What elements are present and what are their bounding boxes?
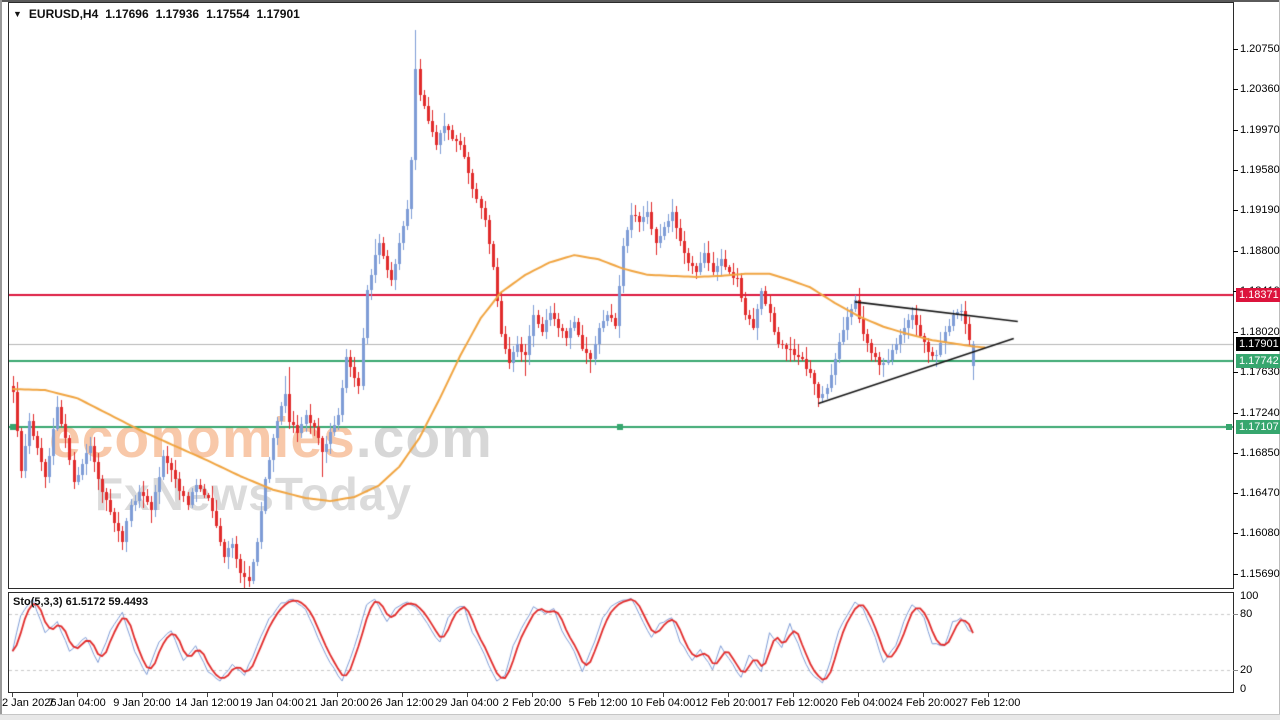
price-tick bbox=[1233, 210, 1238, 211]
price-tick bbox=[1233, 170, 1238, 171]
stochastic-panel: Sto(5,3,3) 61.5172 59.4493 bbox=[8, 592, 1234, 693]
time-axis-label: 19 Jan 04:00 bbox=[240, 697, 304, 709]
indicator-label: Sto(5,3,3) 61.5172 59.4493 bbox=[13, 596, 149, 608]
price-tick bbox=[1233, 493, 1238, 494]
time-axis-label: 2 Jan 2026 bbox=[2, 697, 57, 709]
price-level-label: 1.17901 bbox=[1236, 337, 1280, 351]
price-tick-label: 1.20750 bbox=[1240, 43, 1280, 55]
indicator-value-d: 59.4493 bbox=[108, 596, 149, 608]
price-tick-label: 1.16850 bbox=[1240, 447, 1280, 459]
price-tick bbox=[1233, 251, 1238, 252]
sto-scale-label: 80 bbox=[1240, 608, 1253, 620]
time-axis-label: 12 Feb 20:00 bbox=[695, 697, 761, 709]
time-axis-label: 2 Feb 20:00 bbox=[502, 697, 562, 709]
price-tick-label: 1.17240 bbox=[1240, 407, 1280, 419]
price-level-label: 1.18371 bbox=[1236, 288, 1280, 302]
price-tick-label: 1.16080 bbox=[1240, 527, 1280, 539]
price-tick bbox=[1233, 49, 1238, 50]
indicator-value-k: 61.5172 bbox=[65, 596, 106, 608]
price-tick-label: 1.18800 bbox=[1240, 245, 1280, 257]
time-tick bbox=[77, 693, 78, 697]
sto-scale-label: 100 bbox=[1240, 590, 1259, 602]
time-tick bbox=[728, 693, 729, 697]
price-tick-label: 1.18020 bbox=[1240, 326, 1280, 338]
stochastic-canvas[interactable] bbox=[9, 593, 1233, 692]
window-border-top bbox=[0, 0, 1280, 2]
time-axis-label: 17 Feb 12:00 bbox=[760, 697, 826, 709]
chart-title: ▼ EURUSD,H4 1.17696 1.17936 1.17554 1.17901 bbox=[13, 7, 300, 21]
sto-tick bbox=[1233, 670, 1238, 671]
price-tick-label: 1.19580 bbox=[1240, 164, 1280, 176]
time-tick bbox=[923, 693, 924, 697]
time-axis-label: 27 Feb 12:00 bbox=[955, 697, 1021, 709]
price-tick-label: 1.15690 bbox=[1240, 568, 1280, 580]
main-chart-panel: economies.com FxNewsToday ▼EURUSD,H41.17… bbox=[8, 2, 1234, 589]
time-axis-label: 20 Feb 04:00 bbox=[825, 697, 891, 709]
time-tick bbox=[402, 693, 403, 697]
symbol-dropdown-icon[interactable]: ▼ bbox=[13, 9, 22, 19]
price-tick bbox=[1233, 291, 1238, 292]
price-tick bbox=[1233, 574, 1238, 575]
time-tick bbox=[988, 693, 989, 697]
window-bottom-strip bbox=[0, 714, 1280, 720]
price-tick-label: 1.17630 bbox=[1240, 366, 1280, 378]
time-tick bbox=[663, 693, 664, 697]
price-tick bbox=[1233, 372, 1238, 373]
hline-handle bbox=[1226, 424, 1232, 430]
candlestick-chart-canvas[interactable] bbox=[9, 3, 1233, 588]
price-tick bbox=[1233, 533, 1238, 534]
ohlc-low: 1.17554 bbox=[206, 7, 250, 21]
time-tick bbox=[337, 693, 338, 697]
time-tick bbox=[12, 693, 13, 697]
price-tick bbox=[1233, 453, 1238, 454]
time-axis-label: 10 Feb 04:00 bbox=[630, 697, 696, 709]
time-axis-label: 29 Jan 04:00 bbox=[435, 697, 499, 709]
time-tick bbox=[142, 693, 143, 697]
sto-tick bbox=[1233, 614, 1238, 615]
time-axis-label: 5 Feb 12:00 bbox=[568, 697, 628, 709]
time-tick bbox=[793, 693, 794, 697]
price-tick bbox=[1233, 89, 1238, 90]
time-axis-label: 9 Jan 20:00 bbox=[113, 697, 171, 709]
time-tick bbox=[532, 693, 533, 697]
window-border-left bbox=[0, 0, 2, 720]
price-tick-label: 1.19970 bbox=[1240, 124, 1280, 136]
price-tick-label: 1.20360 bbox=[1240, 83, 1280, 95]
price-tick bbox=[1233, 413, 1238, 414]
time-axis-label: 14 Jan 12:00 bbox=[175, 697, 239, 709]
ohlc-high: 1.17936 bbox=[155, 7, 200, 21]
time-tick bbox=[858, 693, 859, 697]
price-tick-label: 1.16470 bbox=[1240, 487, 1280, 499]
price-tick bbox=[1233, 332, 1238, 333]
time-tick bbox=[207, 693, 208, 697]
price-tick-label: 1.19190 bbox=[1240, 204, 1280, 216]
ohlc-close: 1.17901 bbox=[256, 7, 300, 21]
time-tick bbox=[598, 693, 599, 697]
price-level-label: 1.17742 bbox=[1236, 354, 1280, 368]
time-axis-label: 7 Jan 04:00 bbox=[48, 697, 106, 709]
ohlc-open: 1.17696 bbox=[105, 7, 149, 21]
time-tick bbox=[272, 693, 273, 697]
time-axis-label: 24 Feb 20:00 bbox=[890, 697, 956, 709]
time-tick bbox=[467, 693, 468, 697]
sto-scale-label: 20 bbox=[1240, 664, 1253, 676]
time-axis-label: 21 Jan 20:00 bbox=[305, 697, 369, 709]
time-axis-label: 26 Jan 12:00 bbox=[370, 697, 434, 709]
sto-scale-label: 0 bbox=[1240, 683, 1247, 695]
price-tick bbox=[1233, 130, 1238, 131]
price-level-label: 1.17107 bbox=[1236, 420, 1280, 434]
symbol-period-label: EURUSD,H4 bbox=[28, 7, 99, 21]
